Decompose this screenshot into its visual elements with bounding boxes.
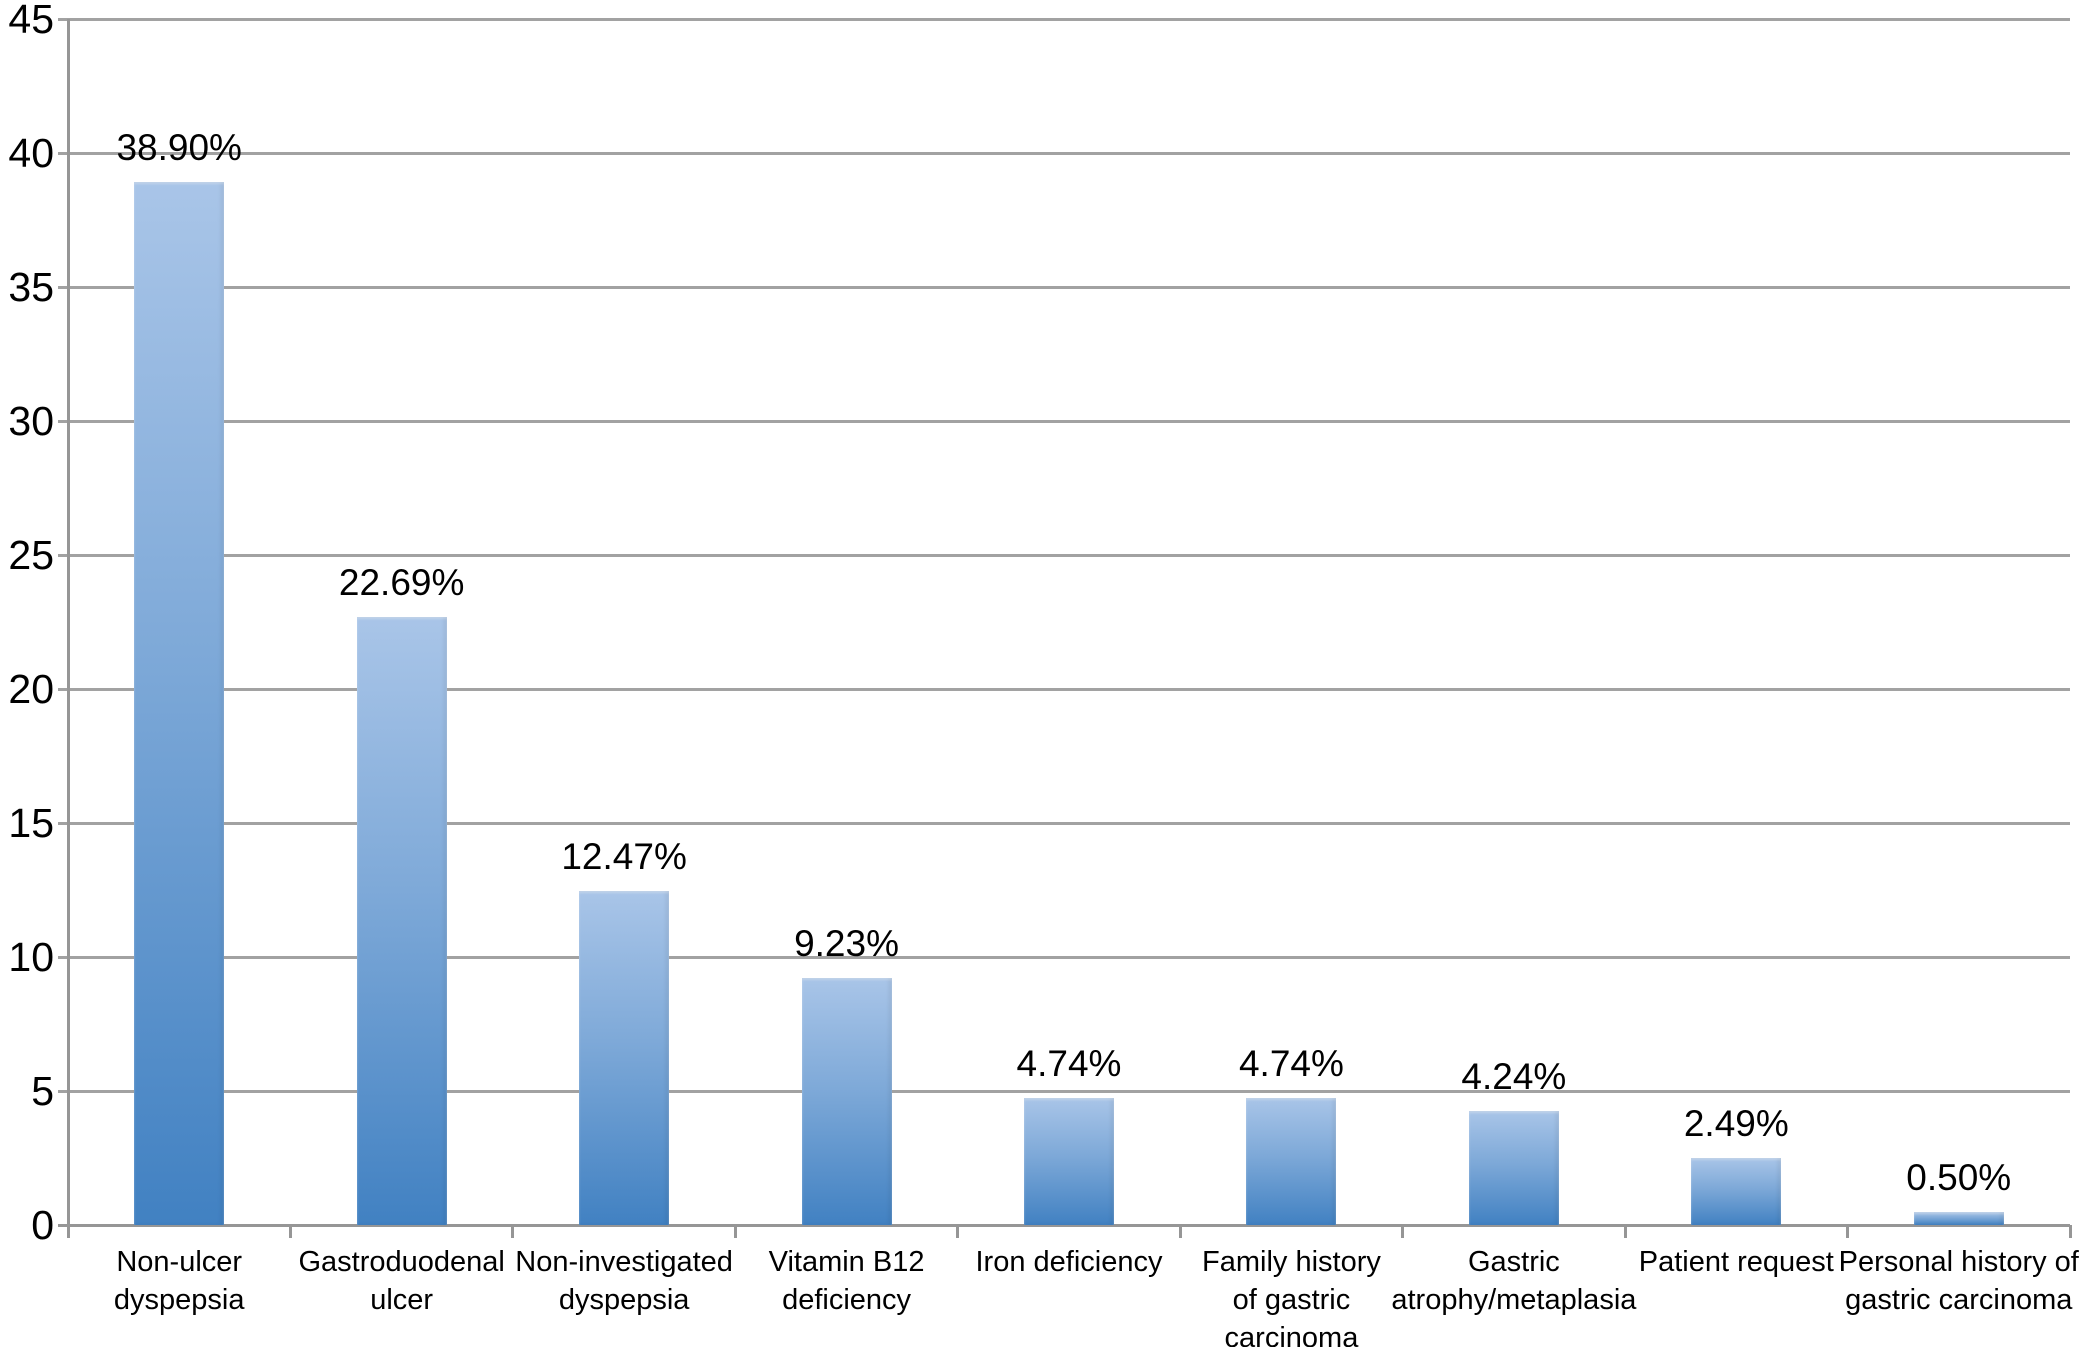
gridline — [58, 285, 2070, 289]
category-label-line: ulcer — [370, 1284, 434, 1316]
x-tick-mark — [1178, 1225, 1182, 1238]
gridline — [58, 955, 2070, 959]
category-label-line: dyspepsia — [113, 1284, 245, 1316]
bar — [356, 616, 447, 1225]
gridline — [58, 17, 2070, 21]
gridline — [58, 151, 2070, 155]
category-label: Family history of gastric carcinoma — [1126, 1243, 1456, 1347]
y-tick-label: 40 — [8, 130, 54, 176]
gridline — [58, 553, 2070, 557]
y-tick-label: 5 — [31, 1068, 54, 1114]
bar-value-label: 12.47% — [561, 835, 687, 877]
y-tick-label: 45 — [8, 0, 54, 42]
category-label: Personal history of gastric carcinoma — [1794, 1243, 2092, 1319]
bar-value-label: 4.24% — [1461, 1056, 1567, 1098]
x-tick-mark — [2068, 1225, 2072, 1238]
bar-value-label: 22.69% — [338, 561, 465, 603]
y-tick-label: 25 — [8, 532, 54, 578]
bar — [1024, 1097, 1114, 1225]
category-label-line: of gastric — [1232, 1284, 1351, 1316]
category-label: Gastric atrophy/metaplasia — [1349, 1243, 1679, 1319]
category-label: Patient request — [1571, 1243, 1901, 1281]
bar-value-label: 4.74% — [1238, 1042, 1344, 1084]
y-tick-label: 10 — [8, 934, 54, 980]
bar — [1691, 1158, 1782, 1225]
gridline — [58, 687, 2070, 691]
category-label: Iron deficiency — [904, 1243, 1234, 1281]
bar-value-label: 38.90% — [116, 127, 242, 169]
bar — [801, 977, 892, 1225]
bar-value-label: 4.74% — [1016, 1042, 1122, 1084]
category-label-line: gastric carcinoma — [1845, 1284, 2073, 1316]
category-label-line: carcinoma — [1224, 1322, 1359, 1347]
y-tick-label: 0 — [31, 1202, 54, 1248]
x-tick-mark — [1623, 1225, 1627, 1238]
category-label-line: Family history — [1202, 1246, 1381, 1278]
bar-value-label: 0.50% — [1906, 1156, 2012, 1198]
gridline — [58, 821, 2070, 825]
bar-value-label: 2.49% — [1683, 1103, 1789, 1145]
gridline — [58, 1089, 2070, 1093]
category-label-line: Gastroduodenal — [298, 1246, 505, 1278]
category-label-line: Patient request — [1638, 1246, 1834, 1278]
x-tick-mark — [66, 1225, 70, 1238]
x-tick-mark — [956, 1225, 960, 1238]
category-label-line: dyspepsia — [558, 1284, 690, 1316]
category-label-line: atrophy/metaplasia — [1391, 1284, 1637, 1316]
category-label: Vitamin B12 deficiency — [682, 1243, 1012, 1319]
bar-value-label: 9.23% — [794, 922, 899, 964]
bar — [579, 890, 670, 1225]
category-label-line: Gastric — [1467, 1246, 1560, 1278]
y-tick-label: 35 — [8, 264, 54, 310]
x-tick-mark — [1846, 1225, 1850, 1238]
y-axis-line — [66, 19, 70, 1238]
bar — [1468, 1111, 1559, 1225]
x-tick-mark — [288, 1225, 292, 1238]
gridline — [58, 419, 2070, 423]
category-label: Gastroduodenal ulcer — [237, 1243, 567, 1319]
y-tick-label: 30 — [8, 398, 54, 444]
category-label-line: Iron deficiency — [975, 1246, 1163, 1278]
bar — [1913, 1211, 2004, 1225]
category-label: Non-ulcer dyspepsia — [14, 1243, 344, 1319]
x-tick-mark — [511, 1225, 515, 1238]
category-label-line: Non-investigated — [515, 1246, 733, 1278]
x-axis-line — [58, 1223, 2070, 1227]
x-tick-mark — [1401, 1225, 1405, 1238]
category-label: Non-investigated dyspepsia — [459, 1243, 789, 1319]
y-tick-label: 20 — [8, 666, 54, 712]
x-tick-mark — [733, 1225, 737, 1238]
category-label-line: Personal history of — [1838, 1246, 2079, 1278]
category-label-line: Non-ulcer — [116, 1246, 243, 1278]
y-tick-label: 15 — [8, 800, 54, 846]
bar — [1246, 1097, 1337, 1225]
bar — [134, 182, 225, 1225]
category-label-line: Vitamin B12 — [768, 1246, 925, 1278]
category-label-line: deficiency — [782, 1284, 912, 1316]
